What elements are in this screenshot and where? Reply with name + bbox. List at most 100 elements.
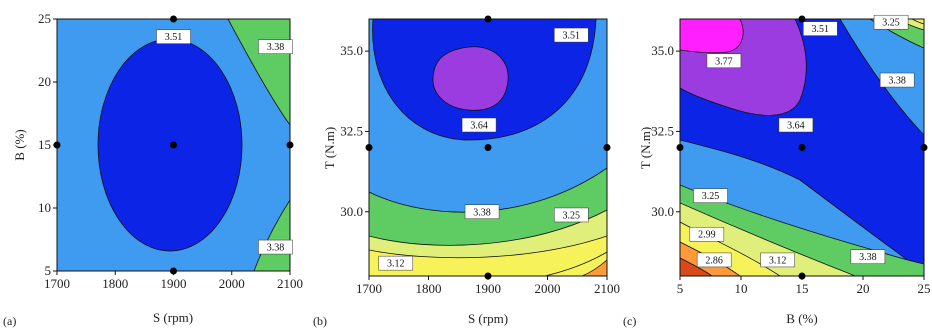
design-point xyxy=(920,144,928,151)
panel-a-label: (a) xyxy=(3,314,16,328)
panel-a: 3.51 3.38 3.38 1700 1800 1900 2000 2100 5 10 15 2… xyxy=(3,11,303,328)
contour-label: 2.99 xyxy=(698,230,716,241)
contour-label: 3.51 xyxy=(165,32,183,43)
panel-a-ytick-label: 25 xyxy=(38,11,51,26)
panel-c-xtick-label: 20 xyxy=(857,281,870,296)
contour-label-box xyxy=(464,204,500,219)
contour-label-box xyxy=(778,117,814,133)
contour-label: 3.12 xyxy=(769,255,787,266)
panel-a-xticks: 1700 1800 1900 2000 2100 xyxy=(44,271,303,291)
contour-label-box xyxy=(156,29,191,44)
panel-c-xtick-label: 5 xyxy=(677,281,684,296)
contour-label: 3.51 xyxy=(812,24,830,35)
panel-a-ytick-label: 20 xyxy=(38,74,51,89)
panel-b-xtick-label: 1900 xyxy=(475,281,501,296)
panel-c-ytick-label: 35.0 xyxy=(651,43,674,58)
panel-a-ytick-label: 5 xyxy=(45,263,52,278)
contour-label: 3.38 xyxy=(267,42,285,53)
design-point xyxy=(676,144,684,151)
contour-label: 3.25 xyxy=(882,18,900,29)
contour-label: 3.38 xyxy=(888,76,906,87)
panel-b-contours xyxy=(369,19,607,276)
panel-b-ytick-label: 32.5 xyxy=(340,123,363,138)
contour-label-box xyxy=(696,252,732,268)
design-point xyxy=(484,144,492,151)
design-point xyxy=(603,144,611,151)
contour-label-box xyxy=(461,117,497,133)
panel-c-ytick-label: 32.5 xyxy=(651,123,674,138)
panel-a-xtick-label: 1800 xyxy=(102,276,128,291)
panel-b-ytick-label: 30.0 xyxy=(340,204,363,219)
panel-b-ylabel: T (N.m) xyxy=(322,127,337,169)
panel-a-yticks: 5 10 15 20 25 xyxy=(38,11,57,278)
panel-a-points xyxy=(53,15,294,275)
contour-label-box xyxy=(803,21,838,36)
panel-c-yticks: 30.0 32.5 35.0 xyxy=(651,43,680,219)
design-point xyxy=(286,141,294,149)
contour-label-box xyxy=(554,207,589,223)
panel-c-region-390 xyxy=(680,19,744,54)
panel-c-xtick-label: 25 xyxy=(918,281,931,296)
panel-a-xtick-label: 2000 xyxy=(219,276,245,291)
contour-label-box xyxy=(689,226,725,242)
contour-label: 3.64 xyxy=(787,121,805,132)
design-point xyxy=(170,141,177,149)
panel-a-xtick-label: 1900 xyxy=(161,276,187,291)
design-point xyxy=(170,15,177,23)
panel-a-contours xyxy=(57,19,290,271)
panel-b-ytick-label: 35.0 xyxy=(340,43,363,58)
panel-a-ytick-label: 15 xyxy=(38,137,51,152)
panel-c-xtick-label: 10 xyxy=(735,281,748,296)
contour-label: 3.38 xyxy=(473,207,491,218)
panel-b-points xyxy=(365,15,611,280)
panel-a-ylabel: B (%) xyxy=(12,129,27,160)
contour-label: 3.25 xyxy=(702,191,720,202)
contour-label: 3.12 xyxy=(387,259,405,270)
panel-c-ytick-label: 30.0 xyxy=(651,204,674,219)
panel-a-contour-labels: 3.51 3.38 3.38 xyxy=(156,29,293,255)
contour-label-box xyxy=(879,72,915,88)
panel-b-region-299-corner xyxy=(581,259,607,276)
panel-c-contour-labels: 3.77 3.51 3.25 3.38 3.64 3.25 2.99 2.86 3.12 3.38 xyxy=(689,14,915,268)
panel-c-region-286-bottom xyxy=(680,257,713,276)
design-point xyxy=(798,144,806,151)
contour-label: 3.38 xyxy=(267,243,285,254)
contour-label: 3.25 xyxy=(563,210,581,221)
panel-b-xtick-label: 1800 xyxy=(416,281,442,296)
design-point xyxy=(365,144,373,151)
panel-a-ytick-label: 10 xyxy=(38,200,51,215)
panel-b-contour-labels: 3.51 3.64 3.38 3.25 3.12 xyxy=(378,27,589,271)
panel-b-xticks: 1700 1800 1900 2000 2100 xyxy=(356,276,620,296)
panel-c-label: (c) xyxy=(623,314,636,328)
design-point xyxy=(484,15,492,23)
contour-label: 2.86 xyxy=(705,255,723,266)
panel-a-xtick-label: 2100 xyxy=(277,276,303,291)
panel-c-ylabel: T (N.m) xyxy=(638,127,653,169)
contour-label-box xyxy=(258,39,293,54)
panel-c-xlabel: B (%) xyxy=(786,311,817,326)
contour-label-box xyxy=(873,14,909,30)
contour-label-box xyxy=(693,188,728,203)
contour-label: 3.51 xyxy=(563,31,581,42)
panel-c-xtick-label: 15 xyxy=(796,281,809,296)
panel-a-xlabel: S (rpm) xyxy=(153,310,193,325)
contour-label-box xyxy=(554,27,589,43)
contour-label-box xyxy=(760,252,795,268)
panel-b-xlabel: S (rpm) xyxy=(468,311,508,326)
contour-label-box xyxy=(706,53,742,69)
design-point xyxy=(798,15,806,23)
panel-b-xtick-label: 2000 xyxy=(535,281,561,296)
contour-label-box xyxy=(258,239,293,255)
contour-label: 3.38 xyxy=(859,252,877,263)
panel-b: 3.51 3.64 3.38 3.25 3.12 1700 1800 1900 2000 210… xyxy=(313,15,620,328)
contour-label: 3.77 xyxy=(715,56,733,67)
panel-c-xticks: 5 10 15 20 25 xyxy=(677,276,931,296)
panel-b-yticks: 30.0 32.5 35.0 xyxy=(340,43,369,219)
contour-label: 3.64 xyxy=(470,121,488,132)
panel-b-xtick-label: 1700 xyxy=(356,281,382,296)
contour-label-box xyxy=(850,249,886,264)
panel-c: 3.77 3.51 3.25 3.38 3.64 3.25 2.99 2.86 3.12 3.38… xyxy=(623,14,931,328)
contour-label-box xyxy=(378,255,414,271)
panel-a-xtick-label: 1700 xyxy=(44,276,70,291)
